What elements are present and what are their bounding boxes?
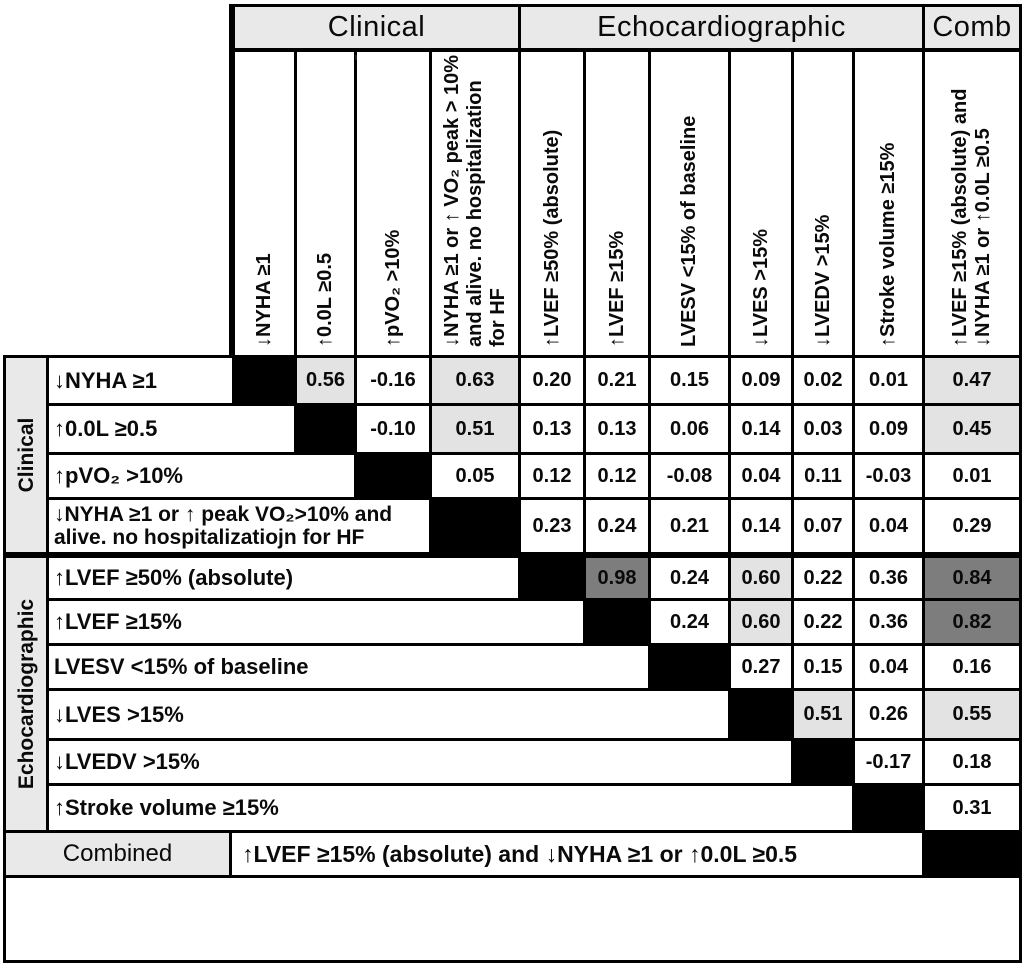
- matrix-cell-r6-c9: 0.04: [855, 646, 922, 688]
- matrix-cell-r0-c3: 0.63: [432, 358, 518, 403]
- row-label-0: ↓NYHA ≥1: [49, 358, 232, 403]
- matrix-cell-r4-c10: 0.84: [925, 558, 1019, 598]
- column-header-label: ↑pVO₂ >10%: [381, 229, 404, 347]
- matrix-cell-r3-c5: 0.24: [586, 500, 648, 552]
- column-header-1: ↑0.0L ≥0.5: [297, 52, 354, 355]
- column-header-9: ↑Stroke volume ≥15%: [855, 52, 922, 355]
- matrix-cell-r1-c9: 0.09: [855, 406, 922, 452]
- matrix-cell-r4-c8: 0.22: [794, 558, 852, 598]
- column-header-label: ↓NYHA ≥1: [253, 253, 275, 347]
- column-group-header-clinical: Clinical: [235, 7, 518, 48]
- matrix-cell-r7-c9: 0.26: [855, 691, 922, 738]
- matrix-cell-r4-c9: 0.36: [855, 558, 922, 598]
- matrix-cell-r3-c8: 0.07: [794, 500, 852, 552]
- row-label-5: ↑LVEF ≥15%: [49, 601, 583, 643]
- matrix-cell-r2-c6: -0.08: [651, 455, 728, 497]
- empty-footer-row: [6, 878, 1019, 960]
- matrix-cell-r5-c8: 0.22: [794, 601, 852, 643]
- combined-row-label: Combined: [6, 833, 229, 875]
- matrix-cell-r2-c10: 0.01: [925, 455, 1019, 497]
- row-label-7: ↓LVES >15%: [49, 691, 728, 738]
- row-label-2: ↑pVO₂ >10%: [49, 455, 354, 497]
- matrix-cell-r0-c1: 0.56: [297, 358, 354, 403]
- column-header-8: ↓LVEDV >15%: [794, 52, 852, 355]
- column-header-label: ↓LVES >15%: [749, 228, 772, 347]
- matrix-cell-r0-c5: 0.21: [586, 358, 648, 403]
- column-header-label: ↑LVEF ≥15%: [605, 230, 628, 347]
- matrix-cell-r0-c8: 0.02: [794, 358, 852, 403]
- matrix-cell-r0-c2: -0.16: [357, 358, 429, 403]
- combined-row-definition: ↑LVEF ≥15% (absolute) and ↓NYHA ≥1 or ↑0…: [232, 833, 922, 875]
- matrix-cell-r2-c7: 0.04: [731, 455, 791, 497]
- row-group-label-text: Echocardiographic: [14, 598, 38, 790]
- row-label-1: ↑0.0L ≥0.5: [49, 406, 294, 452]
- matrix-cell-r9-c10: 0.31: [925, 786, 1019, 830]
- column-header-label: LVESV <15% of baseline: [678, 115, 700, 347]
- matrix-cell-r6-c8: 0.15: [794, 646, 852, 688]
- matrix-cell-r3-c9: 0.04: [855, 500, 922, 552]
- row-label-3: ↓NYHA ≥1 or ↑ peak VO₂>10% and alive. no…: [49, 500, 429, 552]
- matrix-cell-r1-c4: 0.13: [521, 406, 583, 452]
- matrix-cell-r8-c10: 0.18: [925, 741, 1019, 783]
- matrix-cell-r1-c5: 0.13: [586, 406, 648, 452]
- column-header-label: ↑LVEF ≥50% (absolute): [540, 129, 563, 347]
- matrix-cell-r4-c5: 0.98: [586, 558, 648, 598]
- column-header-2: ↑pVO₂ >10%: [357, 52, 429, 355]
- column-header-0: ↓NYHA ≥1: [235, 52, 294, 355]
- column-header-label: ↓NYHA ≥1 or ↑ VO₂ peak > 10% and alive. …: [440, 54, 509, 347]
- column-header-10: ↑LVEF ≥15% (absolute) and ↓NYHA ≥1 or ↑0…: [925, 52, 1019, 355]
- matrix-cell-r8-c9: -0.17: [855, 741, 922, 783]
- column-header-label: ↑Stroke volume ≥15%: [877, 142, 899, 347]
- matrix-cell-r2-c9: -0.03: [855, 455, 922, 497]
- matrix-cell-r2-c5: 0.12: [586, 455, 648, 497]
- row-group-label-clinical: Clinical: [6, 358, 46, 552]
- matrix-cell-r0-c10: 0.47: [925, 358, 1019, 403]
- matrix-cell-r5-c9: 0.36: [855, 601, 922, 643]
- matrix-cell-r5-c7: 0.60: [731, 601, 791, 643]
- matrix-cell-r4-c7: 0.60: [731, 558, 791, 598]
- matrix-cell-r1-c2: -0.10: [357, 406, 429, 452]
- matrix-cell-r2-c4: 0.12: [521, 455, 583, 497]
- column-group-header-comb: Comb: [925, 7, 1019, 48]
- matrix-cell-r1-c10: 0.45: [925, 406, 1019, 452]
- matrix-cell-r3-c4: 0.23: [521, 500, 583, 552]
- matrix-cell-r1-c8: 0.03: [794, 406, 852, 452]
- column-header-5: ↑LVEF ≥15%: [586, 52, 648, 355]
- column-header-7: ↓LVES >15%: [731, 52, 791, 355]
- row-group-label-text: Clinical: [14, 417, 38, 493]
- row-group-label-echocardiographic: Echocardiographic: [6, 558, 46, 830]
- matrix-cell-r0-c6: 0.15: [651, 358, 728, 403]
- matrix-cell-r1-c6: 0.06: [651, 406, 728, 452]
- matrix-cell-r1-c3: 0.51: [432, 406, 518, 452]
- matrix-cell-r4-c6: 0.24: [651, 558, 728, 598]
- matrix-cell-r6-c7: 0.27: [731, 646, 791, 688]
- column-group-header-echocardiographic: Echocardiographic: [521, 7, 922, 48]
- matrix-cell-r0-c9: 0.01: [855, 358, 922, 403]
- matrix-cell-r3-c7: 0.14: [731, 500, 791, 552]
- column-header-label: ↓LVEDV >15%: [811, 214, 834, 347]
- row-label-8: ↓LVEDV >15%: [49, 741, 791, 783]
- matrix-cell-r7-c10: 0.55: [925, 691, 1019, 738]
- matrix-cell-r3-c6: 0.21: [651, 500, 728, 552]
- matrix-cell-r6-c10: 0.16: [925, 646, 1019, 688]
- matrix-cell-r0-c4: 0.20: [521, 358, 583, 403]
- matrix-cell-r3-c10: 0.29: [925, 500, 1019, 552]
- matrix-cell-r5-c10: 0.82: [925, 601, 1019, 643]
- row-label-6: LVESV <15% of baseline: [49, 646, 648, 688]
- matrix-cell-r5-c6: 0.24: [651, 601, 728, 643]
- column-header-label: ↑LVEF ≥15% (absolute) and ↓NYHA ≥1 or ↑0…: [949, 88, 994, 347]
- matrix-cell-r0-c7: 0.09: [731, 358, 791, 403]
- column-header-6: LVESV <15% of baseline: [651, 52, 728, 355]
- matrix-cell-r2-c3: 0.05: [432, 455, 518, 497]
- matrix-cell-r7-c8: 0.51: [794, 691, 852, 738]
- matrix-cell-r1-c7: 0.14: [731, 406, 791, 452]
- column-header-3: ↓NYHA ≥1 or ↑ VO₂ peak > 10% and alive. …: [432, 52, 518, 355]
- column-header-4: ↑LVEF ≥50% (absolute): [521, 52, 583, 355]
- matrix-cell-r2-c8: 0.11: [794, 455, 852, 497]
- row-label-9: ↑Stroke volume ≥15%: [49, 786, 852, 830]
- column-header-label: ↑0.0L ≥0.5: [314, 253, 336, 347]
- row-label-4: ↑LVEF ≥50% (absolute): [49, 558, 518, 598]
